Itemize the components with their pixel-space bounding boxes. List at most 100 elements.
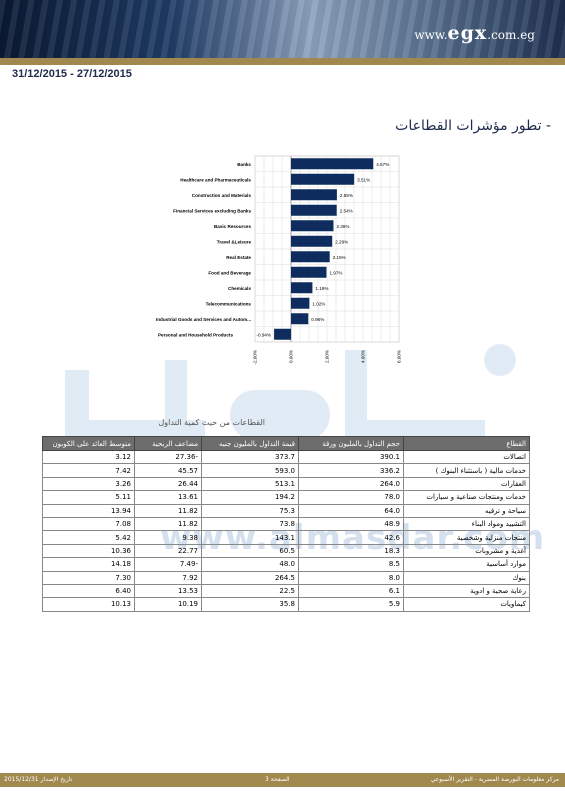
table-row: 6.40 13.53 22.5 6.1 رعاية صحية و ادوية (42, 583, 530, 599)
cell-volume: 264.0 (298, 476, 404, 492)
sector-performance-chart: 4.57% Banks 3.51% Healthcare and Pharmaceut… (156, 155, 402, 365)
cell-pe: 13.61 (134, 490, 202, 505)
chart-bar (291, 313, 309, 325)
category-label: Financial Services excluding Banks (173, 208, 251, 213)
table-row: 5.42 9.38 143.1 42.6 منتجات منزلية وشخصية (42, 530, 530, 545)
chart-bar (291, 158, 374, 170)
cell-sector: سياحة و ترفيه (403, 503, 530, 518)
category-label: Personal and Household Products (158, 332, 233, 337)
data-label: 1.97% (329, 270, 342, 275)
data-label: 2.54% (340, 208, 353, 213)
chart-bar (291, 297, 310, 309)
cell-pe: 10.19 (134, 597, 202, 612)
cell-volume: 336.2 (298, 463, 404, 478)
data-label: 2.29% (335, 239, 348, 244)
cell-value: 513.1 (201, 476, 299, 492)
cell-value: 373.7 (201, 449, 299, 465)
category-label: Telecommunications (206, 301, 252, 306)
cell-sector: خدمات مالية ( باستثناء البنوك ) (403, 463, 530, 478)
cell-volume: 42.6 (298, 530, 404, 545)
cell-pe: 26.44 (134, 476, 202, 492)
chart-bar (274, 328, 291, 340)
cell-value: 22.5 (201, 583, 299, 599)
cell-avg-yield: 7.42 (42, 463, 135, 478)
table-row: 10.36 22.77 60.5 18.3 أغذية و مشروبات (42, 543, 530, 559)
cell-avg-yield: 6.40 (42, 583, 135, 599)
category-label: Industrial Goods and Services and Autom.… (156, 317, 251, 322)
chart-bar (291, 204, 337, 216)
cell-sector: خدمات ومنتجات صناعية و سيارات (403, 490, 530, 505)
chart-bar (291, 282, 313, 294)
cell-pe: 27.36- (134, 449, 202, 465)
cell-value: 35.8 (201, 597, 299, 612)
cell-value: 75.3 (201, 503, 299, 518)
data-label: 2.15% (333, 255, 346, 260)
cell-sector: منتجات منزلية وشخصية (403, 530, 530, 545)
table-row: 7.42 45.57 593.0 336.2 خدمات مالية ( باستثنا… (42, 463, 530, 478)
tick-label: 2.00% (325, 350, 330, 363)
category-label: Real Estate (226, 255, 251, 260)
cell-volume: 6.1 (298, 583, 404, 599)
data-label: 3.51% (357, 177, 370, 182)
table-row: 7.30 7.92 264.5 8.0 بنوك (42, 570, 530, 585)
table-row: 14.18 7.49- 48.0 8.5 موارد أساسية (42, 557, 530, 572)
cell-avg-yield: 14.18 (42, 557, 135, 572)
cell-volume: 18.3 (298, 543, 404, 559)
footer-page-number: الصفحة 3 (265, 776, 290, 783)
sector-volume-table: متوسط العائد على الكوبون مضاعف الربحية ق… (42, 436, 530, 612)
chart-bar (291, 251, 330, 263)
cell-sector: التشييد ومواد البناء (403, 516, 530, 532)
data-label: 1.19% (315, 286, 328, 291)
data-label: 4.57% (376, 162, 389, 167)
col-header-volume: حجم التداول بالمليون ورقة (298, 436, 404, 451)
cell-pe: 7.92 (134, 570, 202, 585)
cell-value: 60.5 (201, 543, 299, 559)
chart-bar (291, 220, 334, 232)
cell-sector: كيماويات (403, 597, 530, 612)
watermark-logo (65, 344, 516, 440)
banner-pattern (0, 0, 565, 58)
category-label: Travel &Leisure (217, 239, 252, 244)
table-row: 13.94 11.82 75.3 64.0 سياحة و ترفيه (42, 503, 530, 518)
cell-volume: 8.0 (298, 570, 404, 585)
col-header-avg-yield: متوسط العائد على الكوبون (42, 436, 135, 451)
header-gold-bar (0, 58, 565, 65)
cell-volume: 64.0 (298, 503, 404, 518)
chart-bar (291, 173, 355, 185)
cell-sector: موارد أساسية (403, 557, 530, 572)
header-banner: www.egx.com.eg (0, 0, 565, 58)
col-header-value: قيمة التداول بالمليون جنيه (201, 436, 299, 451)
data-label: -0.94% (257, 332, 272, 337)
tick-label: 0.00% (289, 350, 294, 363)
cell-avg-yield: 3.26 (42, 476, 135, 492)
cell-pe: 22.77 (134, 543, 202, 559)
cell-avg-yield: 7.30 (42, 570, 135, 585)
data-label: 2.55% (340, 193, 353, 198)
table-row: 5.11 13.61 194.2 78.0 خدمات ومنتجات صناعية و… (42, 490, 530, 505)
category-label: Chemicals (228, 286, 251, 291)
cell-pe: 9.38 (134, 530, 202, 545)
cell-value: 593.0 (201, 463, 299, 478)
table-header-row: متوسط العائد على الكوبون مضاعف الربحية ق… (42, 436, 530, 451)
chart-bar (291, 189, 337, 201)
table-row: 3.26 26.44 513.1 264.0 العقارات (42, 476, 530, 492)
category-label: Healthcare and Pharmaceuticals (180, 177, 251, 182)
cell-sector: العقارات (403, 476, 530, 492)
col-header-pe: مضاعف الربحية (134, 436, 202, 451)
chart-bar (291, 235, 333, 247)
cell-avg-yield: 10.36 (42, 543, 135, 559)
cell-sector: أغذية و مشروبات (403, 543, 530, 559)
table-title: القطاعات من حيث كمية التداول (158, 418, 265, 427)
cell-sector: رعاية صحية و ادوية (403, 583, 530, 599)
cell-sector: بنوك (403, 570, 530, 585)
data-label: 2.36% (336, 224, 349, 229)
cell-value: 143.1 (201, 530, 299, 545)
cell-pe: 11.82 (134, 516, 202, 532)
footer-issue-date: 2015/12/31 تاريخ الإصدار (4, 776, 73, 783)
col-header-sector: القطاع (403, 436, 530, 451)
cell-value: 264.5 (201, 570, 299, 585)
cell-avg-yield: 13.94 (42, 503, 135, 518)
page-footer: 2015/12/31 تاريخ الإصدار الصفحة 3 مركز م… (0, 773, 565, 787)
category-label: Basic Resources (214, 224, 251, 229)
date-range: 31/12/2015 - 27/12/2015 (12, 68, 132, 80)
